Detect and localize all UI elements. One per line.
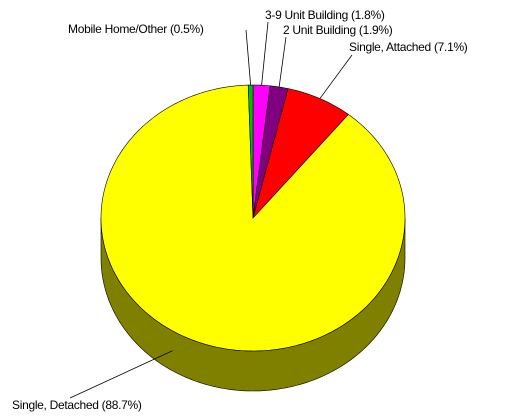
- slice-label: Single, Attached (7.1%): [349, 40, 468, 54]
- slice-label: Single, Detached (88.7%): [12, 398, 142, 412]
- leader-line: [278, 36, 287, 88]
- leader-line: [319, 54, 353, 99]
- pie-slice: [252, 88, 349, 219]
- slice-label: Mobile Home/Other (0.5%): [68, 22, 204, 36]
- slice-label: 2 Unit Building (1.9%): [283, 23, 393, 37]
- leader-line: [261, 21, 269, 86]
- leader-line: [69, 350, 173, 399]
- pie-slice: [100, 84, 406, 352]
- leader-line: [245, 29, 252, 86]
- slice-label: 3-9 Unit Building (1.8%): [265, 8, 385, 22]
